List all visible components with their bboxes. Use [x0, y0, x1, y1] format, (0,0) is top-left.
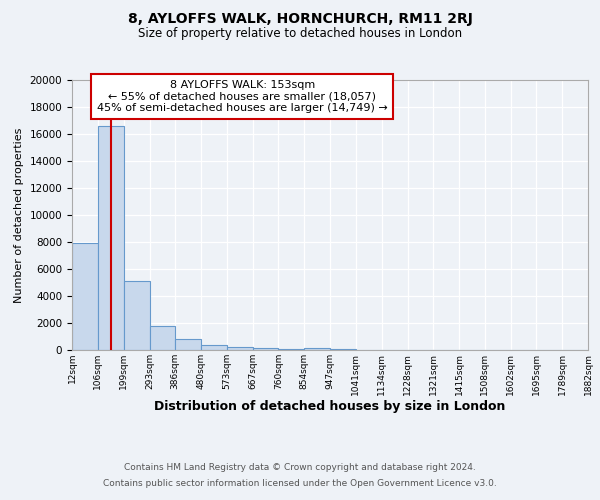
Bar: [124, 281, 149, 350]
X-axis label: Distribution of detached houses by size in London: Distribution of detached houses by size …: [154, 400, 506, 413]
Bar: [175, 340, 201, 350]
Bar: [227, 348, 253, 350]
Text: 8 AYLOFFS WALK: 153sqm
← 55% of detached houses are smaller (18,057)
45% of semi: 8 AYLOFFS WALK: 153sqm ← 55% of detached…: [97, 80, 388, 113]
Text: Contains HM Land Registry data © Crown copyright and database right 2024.: Contains HM Land Registry data © Crown c…: [124, 464, 476, 472]
Text: Contains public sector information licensed under the Open Government Licence v3: Contains public sector information licen…: [103, 478, 497, 488]
Text: Size of property relative to detached houses in London: Size of property relative to detached ho…: [138, 28, 462, 40]
Y-axis label: Number of detached properties: Number of detached properties: [14, 128, 24, 302]
Bar: [149, 326, 175, 350]
Bar: [278, 348, 304, 350]
Bar: [72, 244, 98, 350]
Bar: [253, 348, 278, 350]
Bar: [304, 348, 330, 350]
Text: 8, AYLOFFS WALK, HORNCHURCH, RM11 2RJ: 8, AYLOFFS WALK, HORNCHURCH, RM11 2RJ: [128, 12, 472, 26]
Bar: [98, 126, 124, 350]
Bar: [201, 346, 227, 350]
